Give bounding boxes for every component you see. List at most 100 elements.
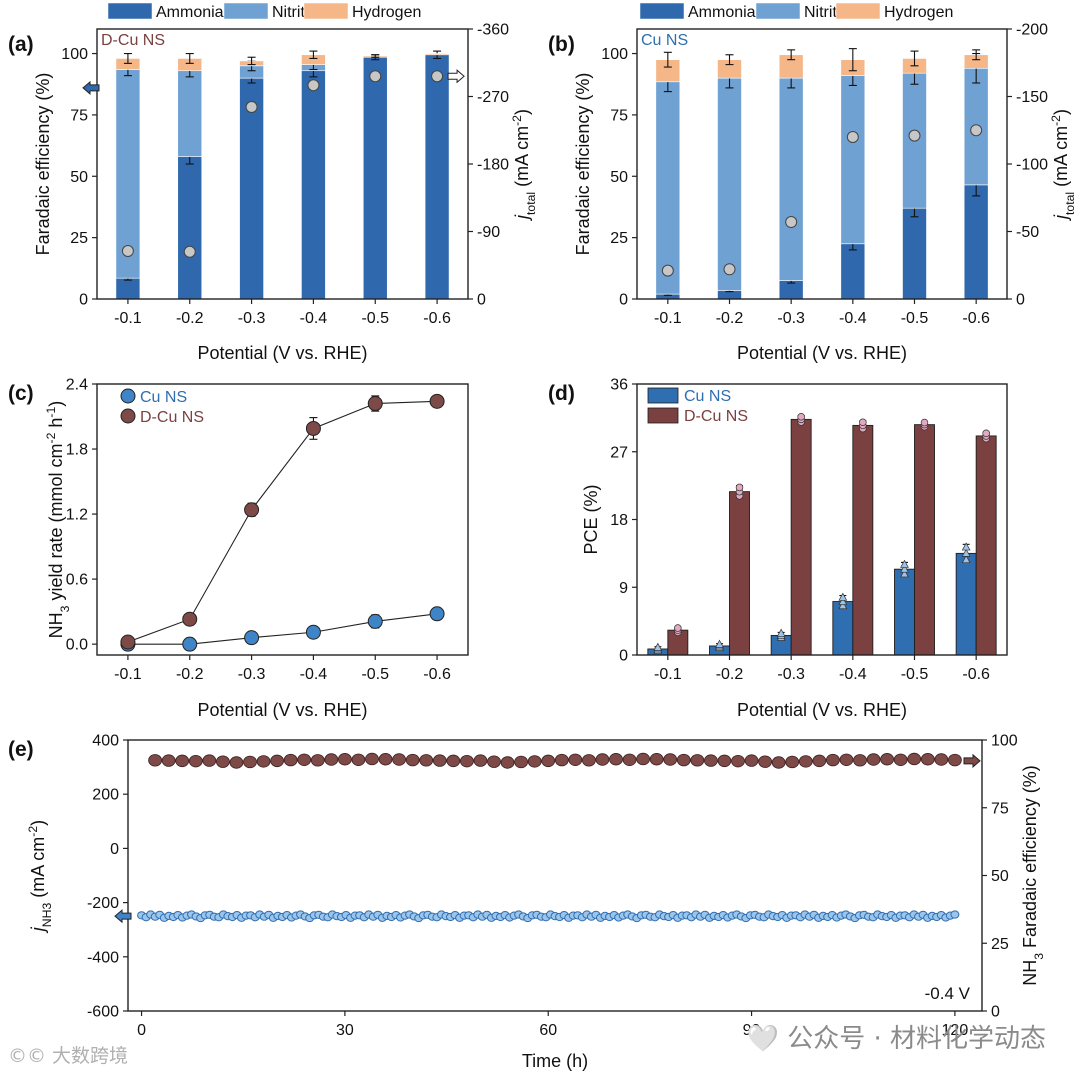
fe-point-31 [568,753,583,766]
replicate-marker-1-3-2 [859,418,867,426]
legend-label-0: Cu NS [140,389,187,406]
fe-point-45 [758,755,773,768]
x-tick-label-4: -0.5 [361,666,389,683]
fe-point-50 [825,753,840,767]
x-tick-label-2: -0.3 [238,310,266,327]
watermark-source: ©© 大数跨境 [8,1045,129,1067]
y-tick-label-0: -600 [87,1004,119,1021]
replicate-marker-0-1-2 [715,639,724,648]
plot-frame [636,28,1008,300]
y2-axis-label: NH3 Faradaic efficiency (%) [1020,765,1046,986]
replicate-marker-0-4-0 [900,569,909,578]
y-tick-label-2: 18 [610,512,628,529]
fe-point-47 [785,755,800,769]
panel-d-chart: -0.1 -0.2 -0.3 -0.4 -0.5 -0.6 0 9 18 27 36 (d) Cu NS… [548,377,1008,720]
panel-label: (c) [8,382,34,405]
data-point-1-3 [305,420,321,436]
replicate-marker-0-3-1 [838,596,848,605]
x-tick-label-1: -0.2 [176,310,204,327]
y-tick-label-5: 400 [92,733,119,750]
watermark-wechat: 🤍 公众号 · 材料化学动态 [746,1024,1046,1054]
y-tick-label-3: 1.8 [66,442,88,459]
inner-label: Cu NS [641,32,688,49]
fe-point-13 [324,753,339,766]
fe-point-6 [229,756,244,769]
y-tick-label-0: 0 [79,292,88,309]
fe-point-57 [920,753,935,766]
bar-ammonia-2 [239,77,264,300]
fe-point-11 [297,753,312,766]
bar-cu-ns-3 [832,601,854,656]
data-point-1-4 [367,396,383,412]
legend-marker-1 [120,408,136,424]
y-tick-label-4: 100 [601,46,628,63]
y2-tick-label-3: 75 [991,800,1009,817]
x-tick-label-5: -0.6 [962,310,990,327]
y2-tick-label-2: -100 [1016,157,1048,174]
fe-point-32 [581,754,596,767]
fe-point-14 [337,753,352,766]
x-axis-label: Time (h) [522,1051,588,1071]
j-total-point-4 [369,70,382,83]
fe-point-24 [473,754,488,767]
y2-tick-label-0: 0 [1016,292,1025,309]
replicate-marker-1-4-2 [920,418,929,427]
bar-ammonia-5 [424,54,450,300]
x-tick-label-0: -0.1 [654,666,682,683]
y-tick-label-1: 9 [619,580,628,597]
fe-point-19 [405,753,420,767]
y2-axis-label: jtotal (mA cm-2) [1049,109,1077,222]
fe-point-49 [812,754,827,768]
x-tick-label-0: -0.1 [654,310,682,327]
j-total-point-2 [785,216,798,229]
y-axis-label: jNH3 (mA cm-2) [26,820,54,934]
panel-label: (e) [8,738,34,761]
fe-point-1 [161,754,176,767]
legend-label-0: Cu NS [684,388,731,405]
series-line-1 [127,400,438,643]
y2-tick-label-1: -50 [1016,224,1039,241]
y-tick-label-2: 50 [610,169,628,186]
x-tick-label-4: -0.5 [901,310,929,327]
replicate-marker-0-5-2 [961,542,971,551]
bar-ammonia-3 [840,243,866,300]
y-axis-label: PCE (%) [581,484,601,554]
x-tick-label-1: -0.2 [716,310,744,327]
y-tick-label-4: 100 [61,46,88,63]
x-tick-label-3: -0.4 [839,310,867,327]
fe-point-51 [839,753,854,766]
panel-a-chart: -0.1 -0.2 -0.3 -0.4 -0.5 -0.6 0 25 50 75 100 0 -90 -1… [8,2,538,363]
j-total-point-4 [908,129,921,142]
x-tick-label-2: 60 [539,1022,557,1039]
legend-marker-0 [120,388,136,404]
fe-point-12 [310,754,325,767]
fe-point-43 [731,754,745,768]
data-point-1-5 [429,393,445,409]
replicate-marker-0-0-2 [653,642,663,651]
replicate-marker-1-0-2 [674,624,682,632]
x-tick-label-4: -0.5 [901,666,929,683]
y2-tick-label-0: 0 [477,292,486,309]
y-tick-label-0: 0.0 [66,637,88,654]
bar-nitrite-1 [717,77,742,291]
fe-point-59 [947,753,962,767]
x-tick-label-0: -0.1 [114,666,142,683]
fe-point-42 [717,754,732,768]
fe-point-54 [880,753,895,766]
legend-swatch-ammonia [107,2,153,20]
data-point-0-5 [429,606,445,622]
x-tick-label-1: 30 [336,1022,354,1039]
fe-point-55 [893,753,908,766]
panel-e-chart: 0 30 60 90 120 -600 -400 -200 0 200 400 0 25 50 75 100 (… [8,733,1046,1072]
data-point-1-2 [244,502,260,518]
potential-annotation: -0.4 V [925,984,971,1003]
fe-point-25 [487,755,501,768]
legend-swatch-1 [647,407,679,424]
fe-point-53 [866,753,881,766]
bar-d-cu-ns-4 [914,424,935,656]
bar-ammonia-3 [301,70,326,300]
panel-c-chart: -0.1 -0.2 -0.3 -0.4 -0.5 -0.6 0.0 0.6 1.2 1.8 2.4 (… [8,377,469,720]
bar-nitrite-2 [778,77,804,281]
fe-point-48 [798,755,813,768]
panel-b-chart: -0.1 -0.2 -0.3 -0.4 -0.5 -0.6 0 25 50 75 100 0 -50 -1… [548,2,1077,363]
